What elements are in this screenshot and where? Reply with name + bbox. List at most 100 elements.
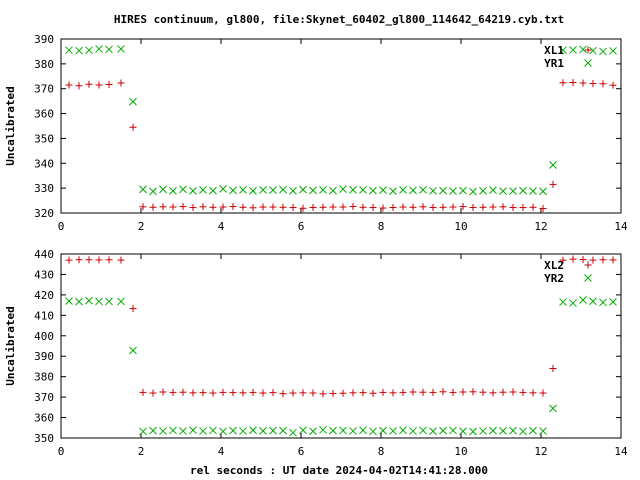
data-point [239, 203, 247, 211]
data-point [459, 388, 467, 396]
data-point [105, 45, 113, 54]
x-tick-label: 10 [454, 445, 467, 458]
data-point [439, 426, 447, 435]
data-point [469, 187, 477, 196]
data-point [409, 427, 417, 435]
data-point [219, 185, 227, 193]
data-point [199, 186, 207, 194]
data-point [309, 186, 317, 195]
data-point [579, 256, 587, 264]
y-tick-label: 370 [34, 391, 54, 404]
data-point [509, 388, 517, 396]
x-tick-label: 0 [58, 445, 65, 458]
data-point [609, 47, 617, 55]
data-point [399, 186, 407, 194]
data-point [95, 45, 103, 53]
data-point [229, 426, 237, 435]
y-tick-label: 420 [34, 289, 54, 302]
data-point [319, 186, 327, 194]
x-tick-label: 2 [138, 220, 145, 233]
data-point [479, 388, 487, 396]
data-point [179, 185, 187, 194]
legend-label: YR1 [544, 57, 564, 70]
data-point [359, 426, 367, 435]
data-point [139, 203, 147, 211]
data-point [229, 203, 237, 211]
data-point [149, 187, 157, 196]
data-point [229, 389, 237, 397]
data-point [199, 389, 207, 397]
data-point [129, 346, 137, 355]
x-tick-label: 12 [534, 445, 547, 458]
y-tick-label: 380 [34, 371, 54, 384]
legend-marker [584, 59, 592, 67]
y-tick-label: 410 [34, 309, 54, 322]
data-point [439, 203, 447, 211]
data-point [95, 81, 103, 89]
data-point [85, 296, 93, 305]
data-point [499, 426, 507, 435]
data-point [379, 186, 387, 194]
legend-marker [584, 274, 592, 282]
data-point [329, 389, 337, 397]
data-point [75, 46, 83, 55]
data-point [169, 187, 177, 195]
data-point [569, 255, 577, 263]
chart-title: HIRES continuum, gl800, file:Skynet_6040… [114, 13, 564, 26]
data-point [339, 426, 347, 435]
data-point [199, 427, 207, 435]
y-tick-label: 390 [34, 33, 54, 46]
data-point [589, 46, 597, 55]
data-point [65, 297, 73, 305]
data-point [369, 389, 377, 397]
data-point [279, 203, 287, 211]
data-point [469, 427, 477, 436]
data-point [95, 256, 103, 264]
data-point [389, 204, 397, 212]
y-tick-label: 350 [34, 132, 54, 145]
y-tick-label: 360 [34, 412, 54, 425]
data-point [569, 46, 577, 54]
data-point [249, 187, 257, 195]
data-point [239, 186, 247, 194]
data-point [299, 426, 307, 435]
x-tick-label: 4 [218, 220, 225, 233]
y-tick-label: 390 [34, 350, 54, 363]
data-point [75, 297, 83, 306]
data-point [559, 79, 567, 87]
plot-frame [60, 38, 622, 214]
data-point [499, 187, 507, 195]
data-point [259, 203, 267, 211]
y-axis-label: Uncalibrated [4, 86, 17, 165]
data-point [117, 256, 125, 264]
data-point [449, 388, 457, 396]
data-point [129, 305, 137, 313]
data-point [479, 203, 487, 211]
data-point [279, 390, 287, 398]
data-point [105, 297, 113, 306]
data-point [379, 426, 387, 435]
data-point [117, 45, 125, 53]
data-point [449, 426, 457, 435]
y-tick-label: 350 [34, 432, 54, 445]
data-point [609, 81, 617, 89]
data-point [209, 426, 217, 435]
data-point [129, 97, 137, 106]
data-point [179, 388, 187, 396]
data-point [329, 426, 337, 435]
data-point [539, 187, 547, 196]
data-point [129, 123, 137, 131]
data-point [499, 388, 507, 396]
data-point [599, 80, 607, 88]
data-point [409, 186, 417, 195]
data-point [189, 187, 197, 195]
data-point [105, 80, 113, 88]
data-point [589, 79, 597, 87]
data-point [549, 161, 557, 169]
data-point [169, 426, 177, 435]
data-point [539, 205, 547, 213]
data-point [85, 256, 93, 264]
data-point [379, 204, 387, 212]
x-axis-label: rel seconds : UT date 2024-04-02T14:41:2… [190, 464, 488, 477]
